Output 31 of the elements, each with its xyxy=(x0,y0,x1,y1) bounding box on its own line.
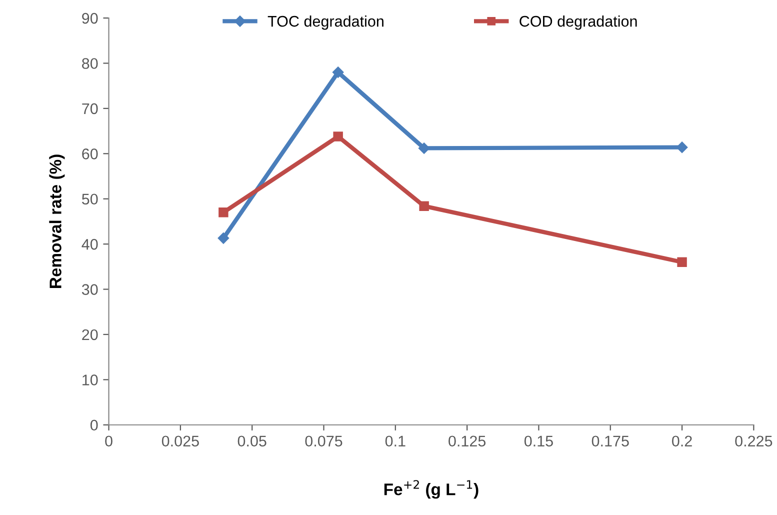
x-tick-label: 0.125 xyxy=(448,436,486,447)
x-tick-label: 0.025 xyxy=(162,436,199,447)
y-tick-label: 20 xyxy=(82,329,98,340)
point xyxy=(218,208,228,218)
y-tick-label: 60 xyxy=(82,148,98,160)
y-tick-label: 90 xyxy=(82,12,98,24)
point xyxy=(218,232,230,244)
y-tick-label: 40 xyxy=(82,238,98,250)
x-tick-label: 0.2 xyxy=(672,436,692,447)
y-tick-label: 80 xyxy=(82,58,98,69)
y-tick-label: 30 xyxy=(82,284,98,295)
x-tick-label: 0.1 xyxy=(385,436,406,447)
legend-label: TOC degradation xyxy=(268,16,384,30)
y-tick-label: 10 xyxy=(82,374,98,386)
point xyxy=(419,201,429,211)
y-tick-label: 70 xyxy=(82,103,98,114)
x-tick-label: 0.225 xyxy=(735,436,772,447)
x-tick-label: 0.075 xyxy=(305,436,342,447)
point xyxy=(332,66,344,78)
x-tick-label: 0.175 xyxy=(592,436,629,447)
x-tick-label: 0.15 xyxy=(524,436,553,447)
x-tick-label: 0.05 xyxy=(238,436,266,447)
point xyxy=(418,142,430,154)
y-axis-title: Removal rate (%) xyxy=(49,154,65,288)
x-axis-title: Fe$^{+2}$ (g L$^{−1}$) xyxy=(384,480,478,499)
y-tick-label: 50 xyxy=(82,194,98,205)
point xyxy=(677,257,687,267)
y-tick-label: 0 xyxy=(90,420,98,431)
legend-label: COD degradation xyxy=(520,16,637,30)
point xyxy=(333,132,343,142)
x-tick-label: 0 xyxy=(105,436,112,447)
